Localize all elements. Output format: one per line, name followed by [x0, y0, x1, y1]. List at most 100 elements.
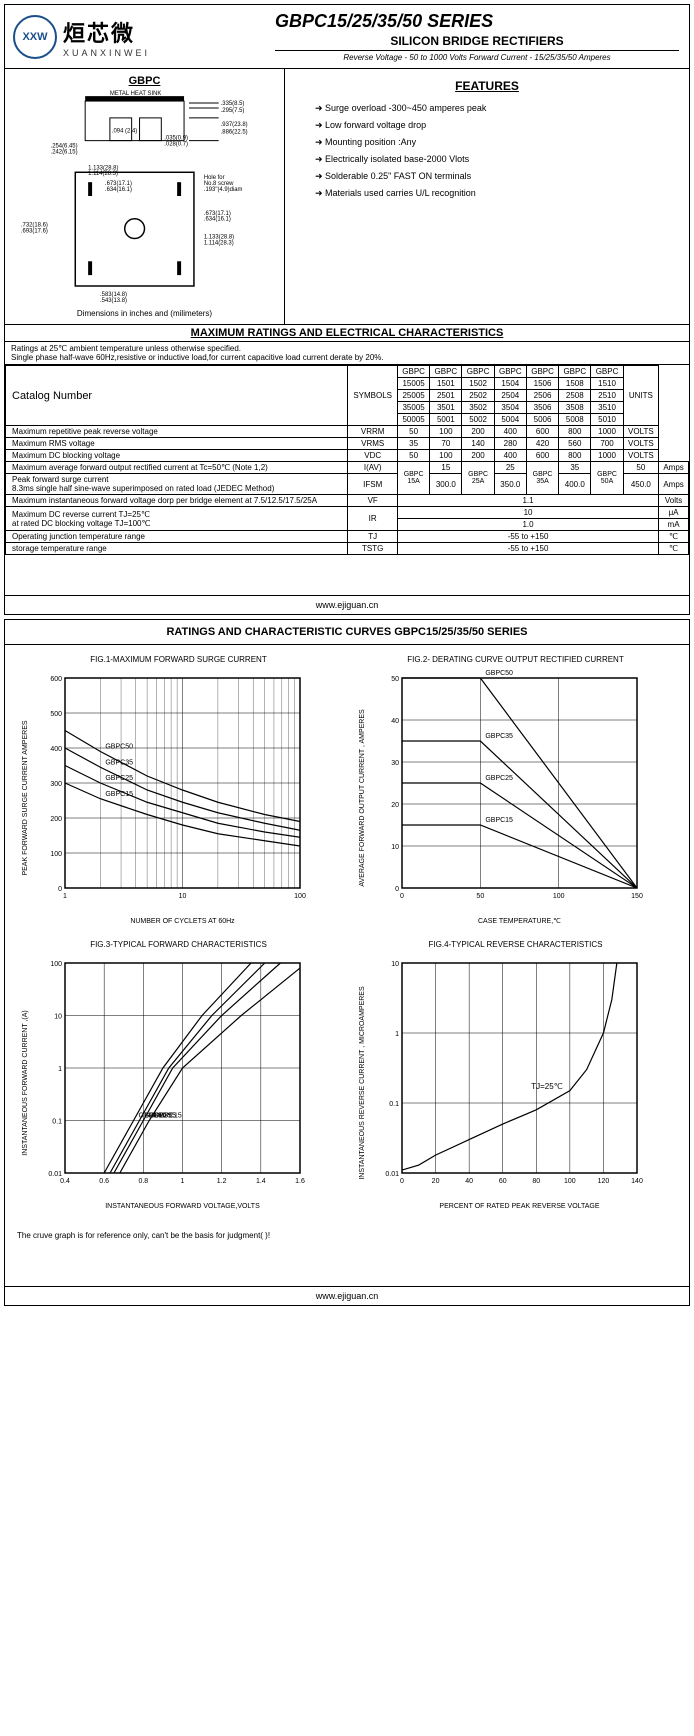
svg-text:140: 140	[631, 1178, 643, 1185]
series-title: GBPC15/25/35/50 SERIES	[275, 11, 679, 32]
svg-text:1: 1	[63, 893, 67, 900]
feature-item: Mounting position :Any	[315, 137, 669, 148]
gbpc-label: GBPC	[11, 75, 278, 87]
svg-text:NUMBER OF CYCLETS AT 60Hz: NUMBER OF CYCLETS AT 60Hz	[130, 918, 235, 925]
logo-cell: XXW 烜芯微 XUANXINWEI	[5, 5, 265, 68]
svg-text:AVERAGE FORWARD OUTPUT CURRENT: AVERAGE FORWARD OUTPUT CURRENT , AMPERES	[359, 709, 366, 887]
svg-text:1: 1	[181, 1178, 185, 1185]
svg-text:.937(23.8): .937(23.8)	[221, 122, 248, 128]
svg-text:1.2: 1.2	[217, 1178, 227, 1185]
svg-text:10: 10	[179, 893, 187, 900]
svg-text:PEAK FORWARD SURGE CURRENT AMP: PEAK FORWARD SURGE CURRENT AMPERES	[22, 720, 29, 875]
max-ratings-title: MAXIMUM RATINGS AND ELECTRICAL CHARACTER…	[5, 324, 689, 342]
svg-text:CASE TEMPERATURE,℃: CASE TEMPERATURE,℃	[478, 918, 561, 925]
svg-text:40: 40	[391, 718, 399, 725]
svg-text:INSTANTANEOUS FORWARD VOLTAGE,: INSTANTANEOUS FORWARD VOLTAGE,VOLTS	[105, 1203, 260, 1210]
svg-text:120: 120	[598, 1178, 610, 1185]
subtitle: SILICON BRIDGE RECTIFIERS	[275, 34, 679, 51]
diagram-cell: GBPC METAL HEAT SINK .335(8.5) .295(7.5)…	[5, 69, 285, 324]
svg-text:0.01: 0.01	[385, 1171, 399, 1178]
svg-text:GBPC25: GBPC25	[105, 775, 133, 782]
svg-text:50: 50	[391, 676, 399, 683]
svg-text:GBPC35: GBPC35	[105, 759, 133, 766]
page-1: XXW 烜芯微 XUANXINWEI GBPC15/25/35/50 SERIE…	[4, 4, 690, 615]
features-title: FEATURES	[305, 79, 669, 93]
title-cell: GBPC15/25/35/50 SERIES SILICON BRIDGE RE…	[265, 5, 689, 68]
svg-text:10: 10	[54, 1014, 62, 1021]
fig1: FIG.1-MAXIMUM FORWARD SURGE CURRENT 0 100…	[15, 655, 342, 930]
svg-text:.693(17.6): .693(17.6)	[21, 229, 48, 235]
svg-text:1: 1	[395, 1031, 399, 1038]
logo-en: XUANXINWEI	[63, 48, 150, 58]
svg-text:.335(8.5): .335(8.5)	[221, 101, 245, 107]
svg-text:1.6: 1.6	[295, 1178, 305, 1185]
svg-text:0.8: 0.8	[138, 1178, 148, 1185]
svg-text:0: 0	[400, 1178, 404, 1185]
logo-cn: 烜芯微	[63, 16, 150, 48]
svg-text:0.4: 0.4	[60, 1178, 70, 1185]
svg-text:GBPC25: GBPC25	[485, 775, 513, 782]
svg-text:.634(16.1): .634(16.1)	[204, 217, 231, 223]
svg-text:500: 500	[50, 711, 62, 718]
svg-text:.094 (2.4): .094 (2.4)	[112, 129, 137, 135]
svg-text:60: 60	[499, 1178, 507, 1185]
spec-line: Reverse Voltage - 50 to 1000 Volts Forwa…	[275, 53, 679, 62]
svg-text:0.1: 0.1	[389, 1101, 399, 1108]
fig1-title: FIG.1-MAXIMUM FORWARD SURGE CURRENT	[15, 655, 342, 664]
svg-text:0.01: 0.01	[48, 1171, 62, 1178]
svg-text:300: 300	[50, 781, 62, 788]
page2-title: RATINGS AND CHARACTERISTIC CURVES GBPC15…	[5, 620, 689, 645]
footer-url-1: www.ejiguan.cn	[5, 595, 689, 614]
svg-text:.295(7.5): .295(7.5)	[221, 108, 245, 114]
feature-item: Solderable 0.25" FAST ON terminals	[315, 171, 669, 182]
logo-icon: XXW	[13, 15, 57, 59]
svg-text:400: 400	[50, 746, 62, 753]
page-2: RATINGS AND CHARACTERISTIC CURVES GBPC15…	[4, 619, 690, 1306]
svg-text:0: 0	[400, 893, 404, 900]
features-cell: FEATURES Surge overload -300~450 amperes…	[285, 69, 689, 324]
dimension-note: Dimensions in inches and (milimeters)	[11, 309, 278, 318]
svg-text:100: 100	[50, 961, 62, 968]
svg-text:100: 100	[553, 893, 565, 900]
svg-text:PERCENT OF RATED PEAK REVERSE: PERCENT OF RATED PEAK REVERSE VOLTAGE	[439, 1203, 599, 1210]
svg-text:10: 10	[391, 844, 399, 851]
svg-text:1.114(28.3): 1.114(28.3)	[88, 171, 118, 177]
svg-text:GBPC15: GBPC15	[105, 791, 133, 798]
ratings-note: Ratings at 25℃ ambient temperature unles…	[5, 342, 689, 365]
svg-text:.028(0.7): .028(0.7)	[164, 142, 188, 148]
svg-text:150: 150	[631, 893, 643, 900]
svg-text:GBPC50: GBPC50	[485, 670, 513, 677]
svg-text:0: 0	[395, 886, 399, 893]
fig4-chart: 0.010.1110020406080100120140INSTANTANEOU…	[352, 953, 652, 1213]
fig2-title: FIG.2- DERATING CURVE OUTPUT RECTIFIED C…	[352, 655, 679, 664]
fig2-chart: 01020304050050100150GBPC50GBPC35GBPC25GB…	[352, 668, 652, 928]
features-list: Surge overload -300~450 amperes peakLow …	[305, 103, 669, 199]
svg-text:GBPC15: GBPC15	[485, 817, 513, 824]
svg-text:INSTANTANEOUS REVERSE CURREN: INSTANTANEOUS REVERSE CURRENT , MICROAMP…	[359, 986, 366, 1180]
svg-text:0.6: 0.6	[99, 1178, 109, 1185]
svg-text:1.114(28.3): 1.114(28.3)	[204, 240, 234, 246]
svg-text:METAL HEAT SINK: METAL HEAT SINK	[110, 91, 161, 97]
svg-text:1.4: 1.4	[256, 1178, 266, 1185]
svg-text:200: 200	[50, 816, 62, 823]
svg-text:100: 100	[50, 851, 62, 858]
svg-text:30: 30	[391, 760, 399, 767]
spec-table: Catalog NumberSYMBOLSGBPCGBPCGBPCGBPCGBP…	[5, 365, 689, 555]
svg-text:0: 0	[58, 886, 62, 893]
svg-text:40: 40	[465, 1178, 473, 1185]
svg-text:100: 100	[564, 1178, 576, 1185]
header-row: XXW 烜芯微 XUANXINWEI GBPC15/25/35/50 SERIE…	[5, 5, 689, 69]
disclaimer: The cruve graph is for reference only, c…	[5, 1225, 689, 1246]
svg-text:1: 1	[58, 1066, 62, 1073]
fig2: FIG.2- DERATING CURVE OUTPUT RECTIFIED C…	[352, 655, 679, 930]
svg-text:.193"(4.9)diam: .193"(4.9)diam	[204, 187, 243, 193]
fig4: FIG.4-TYPICAL REVERSE CHARACTERISTICS 0.…	[352, 940, 679, 1215]
fig4-title: FIG.4-TYPICAL REVERSE CHARACTERISTICS	[352, 940, 679, 949]
fig1-chart: 0100200300400500600110100GBPC50GBPC35GBP…	[15, 668, 315, 928]
svg-text:0.1: 0.1	[52, 1119, 62, 1126]
feature-item: Electrically isolated base-2000 Vlots	[315, 154, 669, 165]
charts-grid: FIG.1-MAXIMUM FORWARD SURGE CURRENT 0100…	[5, 645, 689, 1225]
svg-text:50: 50	[476, 893, 484, 900]
svg-text:80: 80	[532, 1178, 540, 1185]
fig3: FIG.3-TYPICAL FORWARD CHARACTERISTICS 0.…	[15, 940, 342, 1215]
